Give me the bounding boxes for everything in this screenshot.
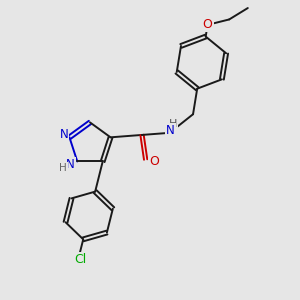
Text: N: N — [66, 158, 75, 171]
Text: H: H — [59, 163, 67, 173]
Text: Cl: Cl — [74, 253, 86, 266]
Text: N: N — [166, 124, 175, 137]
Text: O: O — [203, 18, 212, 31]
Text: H: H — [169, 119, 177, 129]
Text: N: N — [60, 128, 68, 141]
Text: O: O — [149, 154, 159, 167]
